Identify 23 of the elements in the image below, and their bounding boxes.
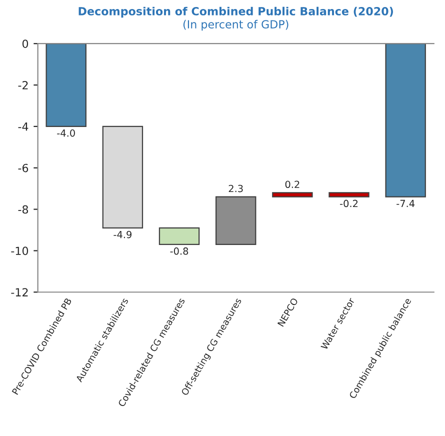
bar [102,126,144,228]
y-tick-label: 0 [22,40,28,48]
data-label: -0.8 [170,247,188,255]
bar [158,227,200,246]
data-label: -7.4 [396,200,415,208]
data-label: -4.9 [114,230,132,238]
bar [46,44,86,127]
chart-title: Decomposition of Combined Public Balance (2020) [78,6,393,18]
data-label: -4.0 [57,129,75,137]
y-tick-label: -2 [18,80,28,90]
bar [328,192,370,198]
y-tick-label: -6 [18,164,28,172]
data-label: 2.3 [228,184,243,192]
bar [215,196,256,246]
bar [272,192,313,198]
y-tick-label: -10 [11,246,28,256]
data-label: -0.2 [340,200,358,208]
data-label: 0.2 [285,180,300,188]
y-tick-label: -8 [18,205,28,214]
bar [385,44,426,198]
y-tick-label: -4 [18,122,28,131]
chart-subtitle: (In percent of GDP) [183,20,288,31]
y-tick-label: -12 [11,288,28,296]
